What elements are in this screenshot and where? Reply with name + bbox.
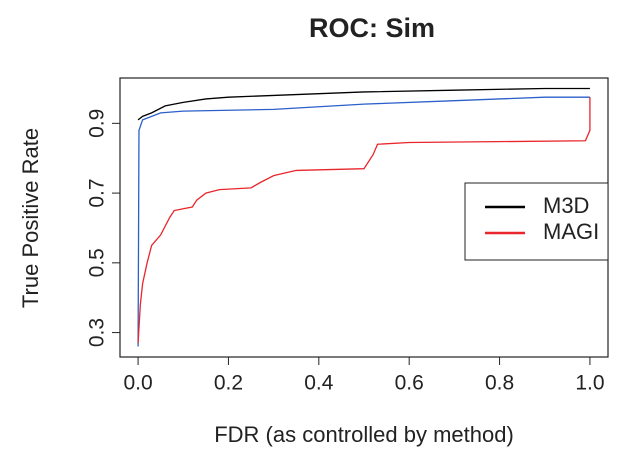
y-axis-label: True Positive Rate <box>18 128 43 308</box>
legend-box <box>464 182 609 261</box>
x-tick-label: 0.2 <box>214 372 243 395</box>
y-tick-label: 0.5 <box>86 248 109 277</box>
y-tick-label: 0.3 <box>86 318 109 347</box>
x-tick-label: 0.8 <box>485 372 514 395</box>
x-tick-label: 0.4 <box>304 372 334 395</box>
legend-label: MAGI <box>543 219 599 244</box>
y-tick-label: 0.7 <box>86 178 109 207</box>
x-tick-label: 1.0 <box>575 372 604 395</box>
x-axis-label: FDR (as controlled by method) <box>214 422 514 447</box>
x-tick-label: 0.6 <box>395 372 424 395</box>
x-tick-label: 0.0 <box>123 372 152 395</box>
series-line <box>137 97 591 344</box>
legend-label: M3D <box>543 193 589 218</box>
series-line <box>137 87 590 121</box>
chart-title: ROC: Sim <box>309 13 435 43</box>
series-line <box>137 96 590 347</box>
y-tick-label: 0.9 <box>86 109 109 138</box>
